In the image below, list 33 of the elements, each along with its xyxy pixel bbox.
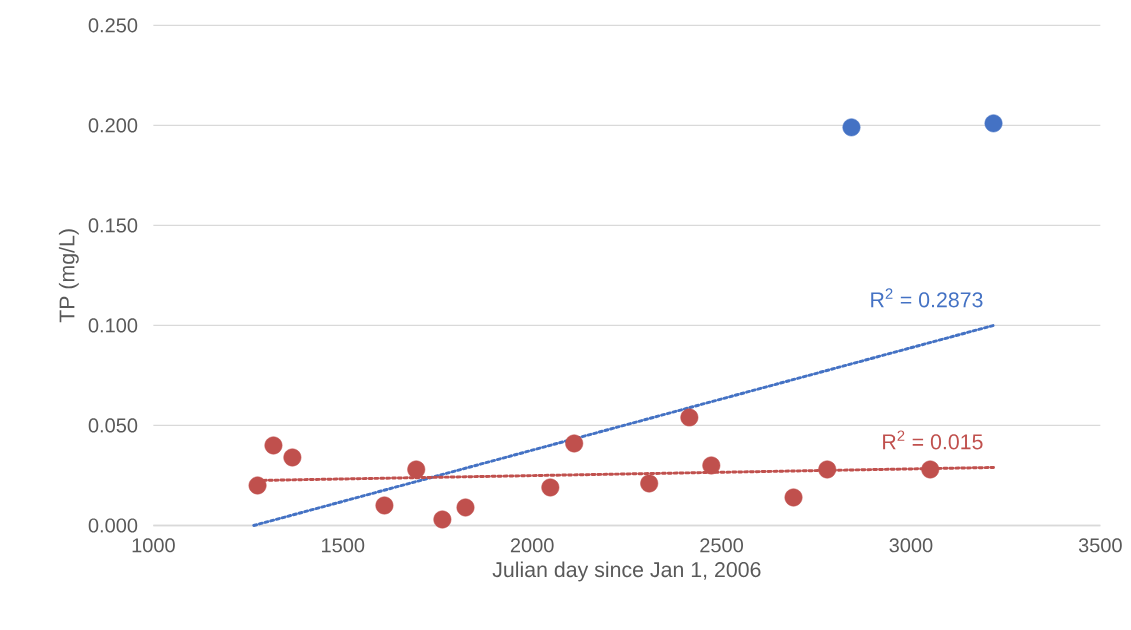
point — [784, 488, 803, 507]
point — [818, 460, 837, 479]
y-tick-label: 0.100 — [88, 318, 138, 333]
point — [264, 436, 283, 455]
y-tick-label: 0.200 — [88, 118, 138, 133]
point — [433, 510, 452, 529]
point — [565, 434, 584, 453]
point — [541, 478, 560, 497]
point — [640, 474, 659, 493]
point — [407, 460, 426, 479]
x-tick-label: 1000 — [132, 538, 175, 553]
point — [375, 496, 394, 515]
y-tick-label: 0.050 — [88, 418, 138, 433]
x-tick-label: 3500 — [1078, 538, 1122, 553]
point — [921, 460, 940, 479]
x-tick-label: 2500 — [700, 538, 743, 553]
point — [283, 448, 302, 467]
point — [984, 114, 1003, 133]
point — [248, 476, 267, 495]
y-axis-title: TP (mg/L) — [58, 229, 79, 323]
y-tick-label: 0.000 — [88, 518, 138, 533]
annotation: R$^{2}$ = 0.015 — [883, 430, 983, 450]
x-tick-label: 2000 — [510, 538, 554, 553]
point — [702, 456, 721, 475]
point — [842, 118, 861, 137]
y-tick-label: 0.250 — [88, 18, 138, 33]
point — [456, 498, 475, 517]
annotation: R$^{2}$ = 0.2873 — [871, 288, 983, 308]
x-tick-label: 3000 — [889, 538, 933, 553]
x-tick-label: 1500 — [322, 538, 365, 553]
x-axis-title: Julian day since Jan 1, 2006 — [492, 561, 761, 582]
point — [680, 408, 699, 427]
y-tick-label: 0.150 — [88, 218, 138, 233]
